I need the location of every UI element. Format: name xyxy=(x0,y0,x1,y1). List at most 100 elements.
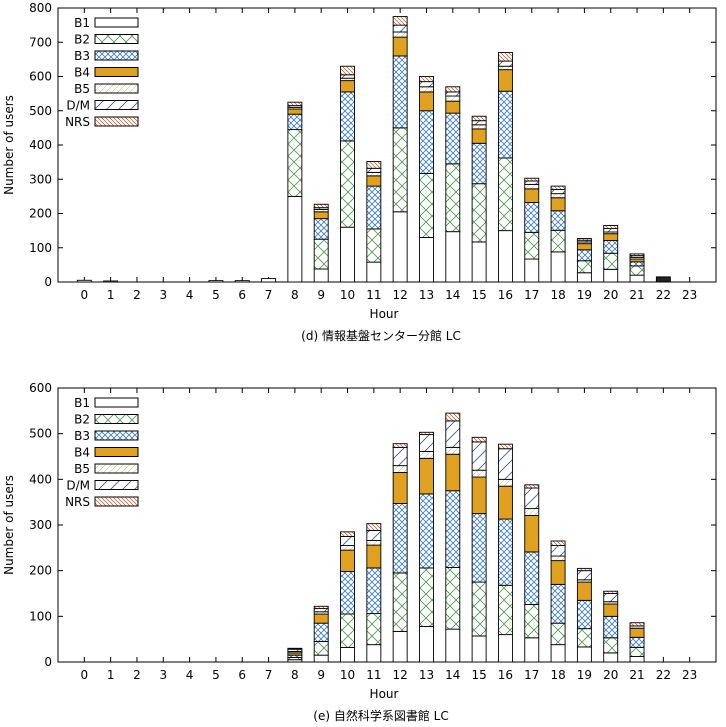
bar-stack-hour-17 xyxy=(524,484,540,663)
legend-label: B5 xyxy=(74,82,90,96)
bar-segment-b2 xyxy=(445,163,461,233)
bar-segment-b2 xyxy=(340,613,355,648)
bar-segment-b1 xyxy=(287,195,303,283)
bar-segment-b4 xyxy=(340,549,355,573)
x-tick-label: 12 xyxy=(393,288,408,302)
bar-stack-hour-0 xyxy=(76,279,92,283)
bar-stack-hour-14 xyxy=(445,86,461,283)
x-tick-label: 14 xyxy=(445,288,460,302)
bar-segment-b2 xyxy=(445,567,461,630)
y-tick-label: 400 xyxy=(29,472,52,486)
legend-item-b5: B5 xyxy=(74,82,139,96)
bar-stack-hour-17 xyxy=(524,177,540,283)
bar-segment-b4 xyxy=(497,485,513,520)
legend-item-b3: B3 xyxy=(74,429,139,443)
bar-segment-b2 xyxy=(497,157,513,232)
bar-segment-b2 xyxy=(550,229,566,253)
bar-segment-b2 xyxy=(471,183,487,243)
bar-segment-b1 xyxy=(603,652,619,663)
bar-segment-dm xyxy=(340,535,355,547)
bar-segment-b5 xyxy=(471,469,487,478)
bar-segment-nrs xyxy=(629,622,645,627)
x-tick-label: 12 xyxy=(393,668,408,682)
bar-segment-b1 xyxy=(550,251,566,283)
bar-segment-b2 xyxy=(392,572,408,632)
y-tick-label: 500 xyxy=(29,427,52,441)
bar-stack-hour-13 xyxy=(419,431,434,663)
bar-segment-b2 xyxy=(524,231,540,260)
bar-segment-nrs xyxy=(629,253,645,257)
y-axis-title: Number of users xyxy=(2,95,16,195)
bar-segment-b3 xyxy=(313,622,329,642)
bar-segment-dm xyxy=(524,180,540,185)
bar-stack-hour-12 xyxy=(392,16,408,283)
bar-segment-b3 xyxy=(471,513,487,583)
bar-segment-dm xyxy=(603,593,619,603)
bar-segment-nrs xyxy=(366,523,382,531)
bar-stack-hour-18 xyxy=(550,185,566,283)
bar-segment-b1 xyxy=(392,211,408,283)
bar-segment-b3 xyxy=(445,490,461,568)
bar-segment-b4 xyxy=(366,544,382,569)
bar-segment-b4 xyxy=(603,603,619,617)
y-tick-label: 600 xyxy=(29,70,52,84)
bar-segment-b5 xyxy=(524,508,540,516)
x-tick-label: 13 xyxy=(419,288,434,302)
y-tick-label: 800 xyxy=(29,1,52,15)
bar-segment-b2 xyxy=(603,637,619,654)
y-tick-label: 200 xyxy=(29,207,52,221)
x-tick-label: 16 xyxy=(498,288,513,302)
bar-segment-b4 xyxy=(524,188,540,203)
x-axis-title: Hour xyxy=(370,687,399,701)
x-tick-label: 7 xyxy=(265,668,273,682)
bar-segment-b5 xyxy=(471,124,487,130)
bar-segment-b1 xyxy=(392,630,408,663)
x-tick-label: 1 xyxy=(107,668,115,682)
legend-swatch xyxy=(94,67,139,77)
bar-segment-b4 xyxy=(550,560,566,585)
bar-segment-b2 xyxy=(629,265,645,276)
bar-segment-b1 xyxy=(471,635,487,663)
y-tick-label: 300 xyxy=(29,518,52,532)
bar-segment-b2 xyxy=(629,646,645,657)
x-tick-label: 6 xyxy=(238,288,246,302)
bar-segment-b5 xyxy=(445,446,461,455)
y-tick-label: 100 xyxy=(29,609,52,623)
x-tick-label: 13 xyxy=(419,668,434,682)
x-tick-label: 7 xyxy=(265,288,273,302)
bar-segment-nrs xyxy=(445,86,461,93)
bar-segment-b1 xyxy=(576,272,592,283)
bar-segment-nrs xyxy=(340,531,355,537)
x-tick-label: 8 xyxy=(291,288,299,302)
x-tick-label: 23 xyxy=(682,288,697,302)
bar-stack-hour-11 xyxy=(366,523,382,663)
y-tick-label: 600 xyxy=(29,381,52,395)
legend-label: B2 xyxy=(74,413,90,427)
bar-segment-b4 xyxy=(497,69,513,92)
bar-segment-b3 xyxy=(340,571,355,615)
bar-segment-dm xyxy=(471,120,487,126)
legend-label: B2 xyxy=(74,33,90,47)
bar-segment-dm xyxy=(471,441,487,471)
bar-segment-b1 xyxy=(445,231,461,283)
bar-segment-nrs xyxy=(471,115,487,122)
bar-segment-b1 xyxy=(366,261,382,283)
bar-segment-b2 xyxy=(366,613,382,646)
bar-segment-nrs xyxy=(603,590,619,594)
bar-segment-b1 xyxy=(261,278,277,283)
bar-segment-b1 xyxy=(603,268,619,283)
x-tick-label: 22 xyxy=(656,668,671,682)
bar-segment-b3 xyxy=(419,110,434,174)
legend-swatch xyxy=(94,414,139,424)
x-tick-label: 3 xyxy=(159,668,167,682)
bar-segment-b4 xyxy=(576,243,592,251)
bar-segment-b1 xyxy=(340,646,355,663)
bar-segment-b1 xyxy=(655,276,671,283)
legend-swatch xyxy=(94,17,139,28)
legend-swatch xyxy=(94,480,139,490)
bar-segment-b4 xyxy=(287,108,303,115)
legend-item-nrs: NRS xyxy=(65,115,139,129)
legend-label: NRS xyxy=(65,115,90,129)
legend-item-b2: B2 xyxy=(74,33,139,47)
bar-stack-hour-10 xyxy=(340,65,355,283)
